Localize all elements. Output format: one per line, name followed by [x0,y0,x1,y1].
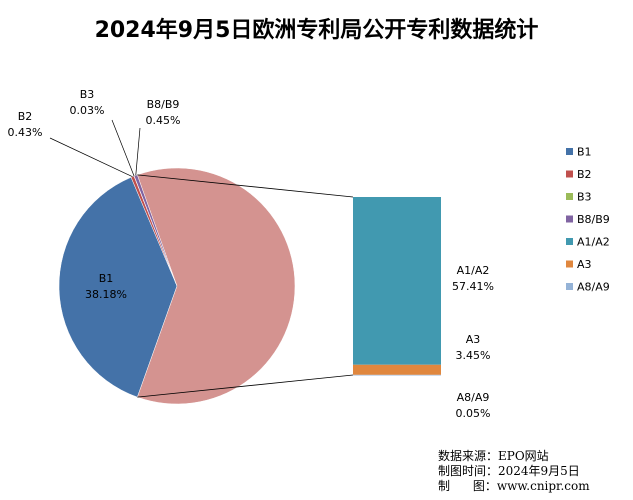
bar-layer [353,197,441,375]
svg-text:B2: B2 [18,110,33,123]
legend-item-a8-a9: A8/A9 [566,281,610,294]
svg-text:0.45%: 0.45% [146,114,181,127]
data-label-a1-a2: A1/A2 57.41% [452,264,494,293]
legend-item-a3: A3 [566,258,592,271]
chart-date-line: 制图时间：2024年9月5日 [438,464,590,479]
svg-text:38.18%: 38.18% [85,288,127,301]
data-label-b8-b9: B8/B9 0.45% [146,98,181,127]
legend-swatch [566,148,573,155]
svg-text:3.45%: 3.45% [456,349,491,362]
legend-item-a1-a2: A1/A2 [566,236,610,249]
svg-text:A3: A3 [466,333,481,346]
svg-text:0.43%: 0.43% [8,126,43,139]
svg-text:B3: B3 [80,88,95,101]
legend-label: A3 [577,258,592,271]
bar-segment-a1-a2 [353,197,441,365]
legend-label: B3 [577,191,592,204]
data-label-b2: B2 0.43% [8,110,43,139]
legend-item-b3: B3 [566,191,592,204]
legend-swatch [566,238,573,245]
svg-text:B1: B1 [99,272,114,285]
data-label-a3: A3 3.45% [456,333,491,362]
svg-text:57.41%: 57.41% [452,280,494,293]
legend-swatch [566,193,573,200]
data-label-b3: B3 0.03% [70,88,105,117]
svg-text:B8/B9: B8/B9 [147,98,180,111]
leader-line-b8-b9 [136,128,140,175]
legend-label: B2 [577,168,592,181]
legend: B1 B2 B3 B8/B9 A1/A2 A3 A8/A9 [566,146,610,294]
legend-swatch [566,216,573,223]
legend-swatch [566,261,573,268]
svg-text:0.05%: 0.05% [456,407,491,420]
leader-line-b3 [112,120,134,176]
legend-label: B8/B9 [577,213,610,226]
svg-text:0.03%: 0.03% [70,104,105,117]
legend-label: A8/A9 [577,281,610,294]
data-label-a8-a9: A8/A9 0.05% [456,391,491,420]
bar-segment-a3 [353,365,441,375]
legend-item-b8-b9: B8/B9 [566,213,610,226]
legend-swatch [566,171,573,178]
source-note: 数据来源：EPO网站 制图时间：2024年9月5日 制 图：www.cnipr.… [438,449,590,494]
svg-text:A1/A2: A1/A2 [457,264,490,277]
legend-swatch [566,283,573,290]
leader-line-b2 [50,138,133,177]
author-line: 制 图：www.cnipr.com [438,479,590,494]
legend-label: B1 [577,146,592,159]
bar-segment-a8-a9 [353,375,441,376]
pie-layer [59,168,295,404]
legend-item-b1: B1 [566,146,592,159]
legend-item-b2: B2 [566,168,592,181]
legend-label: A1/A2 [577,236,610,249]
svg-text:A8/A9: A8/A9 [457,391,490,404]
source-line: 数据来源：EPO网站 [438,449,590,464]
